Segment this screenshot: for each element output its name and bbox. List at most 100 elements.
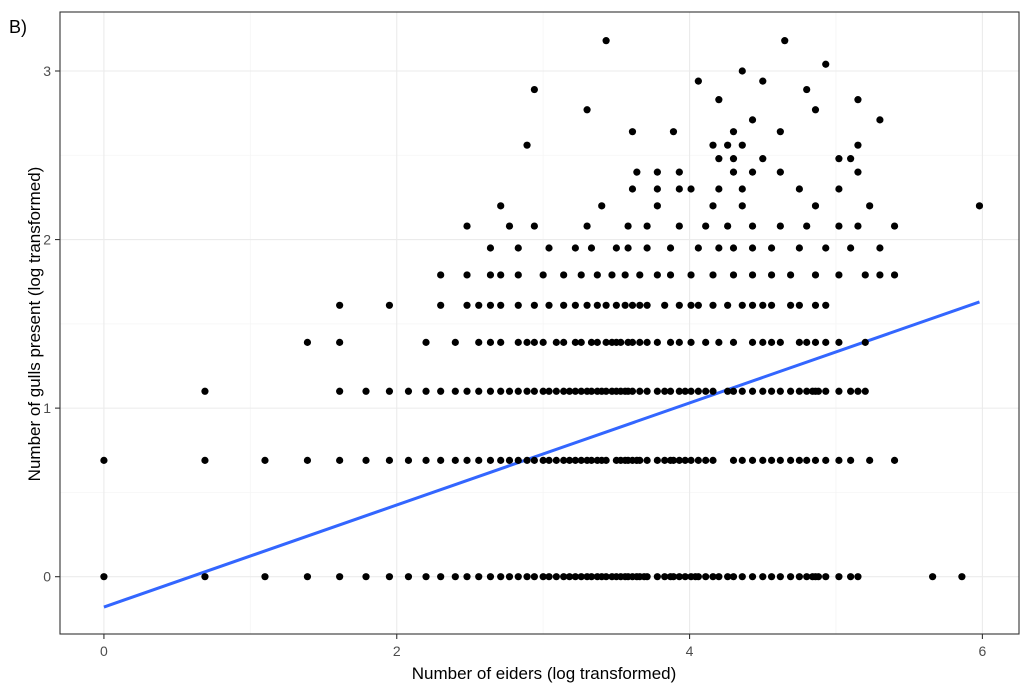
data-point: [303, 456, 312, 464]
data-point: [653, 573, 661, 581]
data-point: [624, 244, 632, 252]
data-point: [643, 301, 651, 309]
data-point: [486, 573, 495, 581]
data-point: [523, 141, 531, 149]
data-point: [729, 168, 738, 176]
data-point: [729, 573, 738, 581]
data-point: [738, 185, 746, 193]
data-point: [776, 168, 784, 176]
data-point: [748, 244, 757, 252]
data-point: [781, 37, 789, 45]
data-point: [201, 573, 209, 581]
data-point: [795, 301, 803, 309]
data-point: [545, 573, 553, 581]
data-point: [854, 168, 862, 176]
data-point: [786, 271, 795, 279]
data-point: [463, 301, 471, 309]
data-point: [336, 387, 344, 395]
data-point: [602, 37, 610, 45]
data-point: [523, 338, 531, 346]
data-point: [835, 573, 843, 581]
data-point: [560, 387, 568, 395]
data-point: [803, 387, 811, 395]
data-point: [602, 301, 610, 309]
data-point: [687, 387, 695, 395]
data-point: [748, 573, 757, 581]
data-point: [571, 338, 579, 346]
data-point: [514, 338, 522, 346]
data-point: [505, 222, 514, 230]
data-point: [661, 387, 669, 395]
data-point: [724, 387, 732, 395]
data-point: [602, 573, 610, 581]
data-point: [643, 387, 651, 395]
data-point: [505, 387, 514, 395]
data-point: [890, 271, 899, 279]
data-point: [539, 387, 547, 395]
data-point: [636, 271, 644, 279]
data-point: [628, 185, 637, 193]
data-point: [497, 387, 505, 395]
data-point: [709, 301, 717, 309]
data-point: [571, 387, 579, 395]
data-point: [759, 301, 767, 309]
data-point: [486, 301, 495, 309]
data-point: [687, 271, 695, 279]
data-point: [530, 387, 538, 395]
data-point: [866, 202, 874, 210]
data-point: [681, 456, 689, 464]
data-point: [661, 301, 669, 309]
data-point: [530, 222, 538, 230]
data-point: [709, 271, 717, 279]
data-point: [702, 456, 710, 464]
data-point: [675, 338, 683, 346]
data-point: [539, 573, 547, 581]
data-point: [694, 573, 702, 581]
data-point: [854, 96, 862, 104]
data-point: [404, 573, 413, 581]
data-point: [560, 456, 568, 464]
data-point: [854, 141, 862, 149]
data-point: [505, 456, 514, 464]
data-point: [675, 301, 683, 309]
data-point: [715, 573, 723, 581]
data-point: [628, 338, 637, 346]
data-point: [866, 456, 874, 464]
data-point: [437, 387, 445, 395]
data-point: [653, 387, 661, 395]
data-point: [385, 573, 394, 581]
data-point: [822, 60, 830, 68]
data-point: [759, 387, 767, 395]
data-point: [336, 456, 344, 464]
regression-line: [103, 300, 980, 609]
data-point: [675, 456, 683, 464]
data-point: [571, 456, 579, 464]
data-point: [552, 338, 560, 346]
data-point: [422, 338, 430, 346]
data-point: [653, 185, 661, 193]
data-point: [560, 573, 568, 581]
data-point: [687, 338, 695, 346]
data-point: [715, 96, 723, 104]
data-point: [422, 573, 430, 581]
data-point: [767, 301, 776, 309]
data-point: [385, 456, 394, 464]
data-point: [847, 155, 855, 163]
data-point: [694, 301, 702, 309]
x-tick-label: 4: [686, 643, 694, 659]
data-point: [675, 168, 683, 176]
data-point: [593, 338, 601, 346]
data-point: [602, 456, 610, 464]
data-point: [653, 338, 661, 346]
data-point: [475, 301, 483, 309]
data-point: [709, 573, 717, 581]
data-point: [822, 338, 830, 346]
y-tick-label: 3: [43, 63, 51, 79]
data-point: [451, 573, 459, 581]
data-point: [847, 244, 855, 252]
data-point: [628, 387, 637, 395]
data-point: [552, 456, 560, 464]
data-point: [643, 222, 651, 230]
data-point: [748, 271, 757, 279]
data-point: [523, 456, 531, 464]
